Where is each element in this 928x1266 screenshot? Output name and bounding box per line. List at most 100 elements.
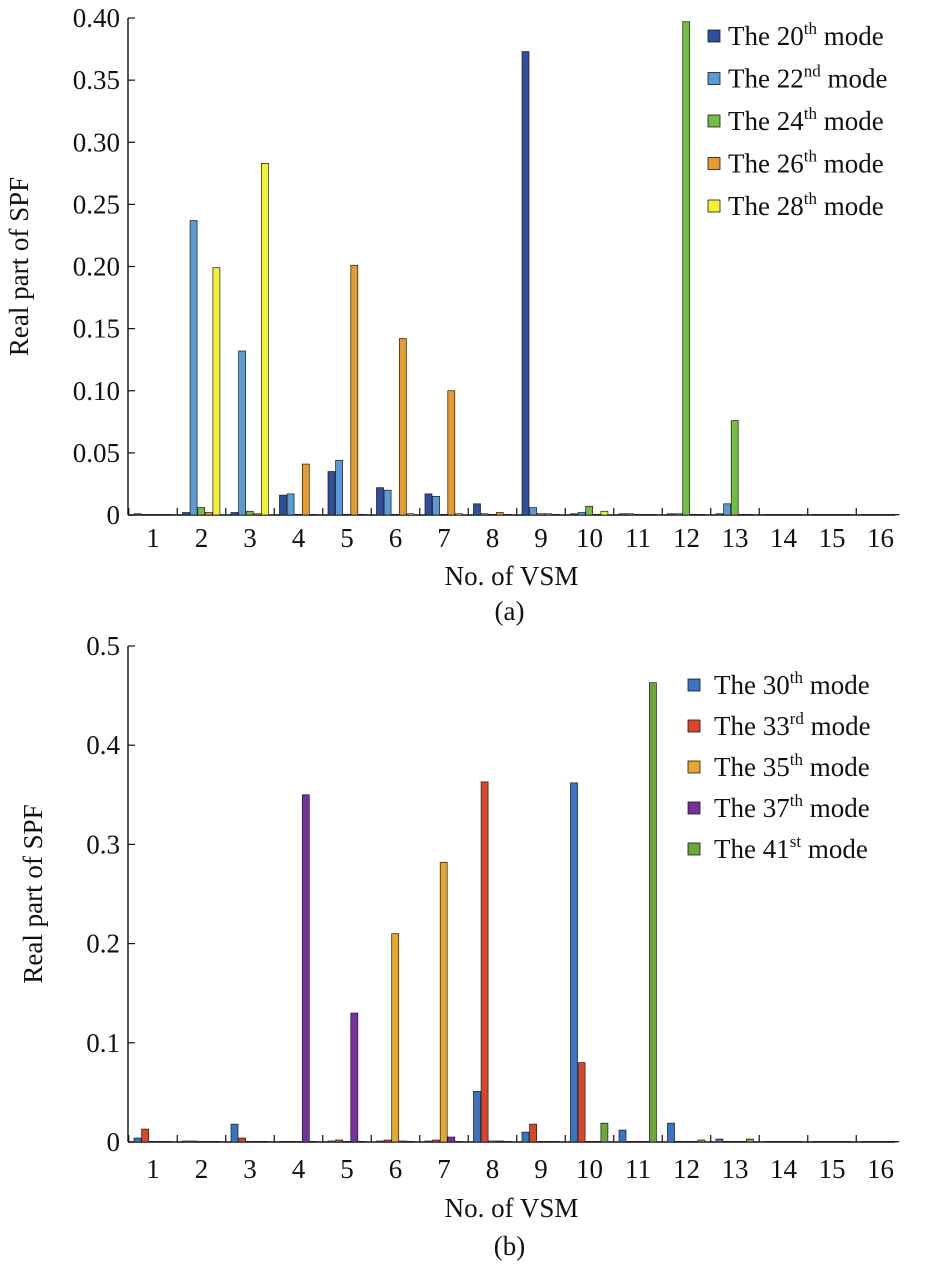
bar: [529, 1123, 537, 1143]
bar: [156, 1141, 165, 1143]
x-tick-label: 15: [819, 523, 846, 553]
x-axis-title: No. of VSM: [445, 1193, 579, 1223]
bar: [133, 513, 142, 516]
bar: [473, 503, 481, 516]
y-tick-label: 0.5: [86, 631, 120, 661]
bar: [495, 1140, 504, 1143]
bar: [439, 861, 448, 1143]
x-tick-label: 9: [534, 1154, 548, 1184]
bar: [577, 512, 586, 516]
y-tick-label: 0.15: [73, 314, 120, 344]
x-tick-label: 8: [486, 1154, 500, 1184]
bar: [358, 514, 366, 516]
bar: [891, 514, 900, 516]
bar: [812, 1141, 821, 1143]
legend-swatch: [707, 157, 721, 170]
y-tick-label: 0.3: [86, 829, 120, 859]
bar: [495, 512, 504, 516]
x-tick-label: 6: [389, 1154, 403, 1184]
bar: [730, 420, 739, 516]
bar: [327, 471, 336, 516]
x-tick-label: 2: [195, 1154, 209, 1184]
bar: [820, 1141, 828, 1143]
bar: [424, 493, 433, 516]
bar: [383, 1139, 392, 1143]
x-tick-label: 4: [292, 1154, 306, 1184]
bar: [689, 1141, 698, 1143]
x-tick-label: 3: [243, 1154, 257, 1184]
bar: [738, 514, 747, 516]
bar: [682, 21, 691, 516]
bar: [861, 1141, 869, 1143]
figure-caption: (b): [494, 1231, 525, 1261]
bar: [391, 933, 400, 1143]
bar: [327, 1140, 336, 1143]
bar: [723, 1141, 731, 1143]
x-tick-label: 5: [340, 523, 354, 553]
x-tick-label: 9: [534, 523, 548, 553]
bar: [253, 513, 262, 516]
bar: [455, 513, 463, 516]
bar: [626, 513, 634, 516]
legend-swatch: [687, 801, 701, 815]
bar: [843, 514, 851, 516]
legend-label: The 24th mode: [728, 104, 884, 136]
bar: [164, 514, 172, 516]
y-tick-label: 0.30: [73, 127, 120, 157]
bar: [764, 1141, 772, 1143]
bar: [156, 514, 165, 516]
bar: [577, 1062, 586, 1143]
bar: [529, 507, 537, 516]
y-tick-label: 0.05: [73, 438, 120, 468]
bar: [294, 514, 303, 516]
bar: [552, 1141, 560, 1143]
x-tick-label: 16: [867, 523, 894, 553]
bar: [794, 1141, 803, 1143]
bar: [197, 1141, 206, 1143]
x-tick-label: 11: [625, 523, 651, 553]
bar: [350, 264, 359, 516]
bar: [261, 1141, 269, 1143]
bar: [480, 781, 489, 1143]
bar: [697, 514, 706, 516]
bar: [294, 1141, 303, 1143]
bar: [843, 1141, 851, 1143]
y-tick-label: 0: [107, 1127, 121, 1157]
bar: [286, 493, 295, 516]
x-tick-label: 10: [576, 1154, 603, 1184]
bar: [148, 1141, 157, 1143]
legend-label: The 33rd mode: [714, 709, 871, 741]
bar: [383, 489, 392, 516]
legend-swatch: [687, 842, 701, 856]
bar: [521, 1131, 530, 1143]
legend-swatch: [707, 29, 721, 43]
bar: [164, 1141, 172, 1143]
legend-swatch: [687, 678, 701, 692]
bar: [447, 1136, 456, 1143]
legend-swatch: [707, 199, 721, 213]
bar: [835, 1141, 844, 1143]
legend-label: The 30th mode: [714, 668, 870, 700]
bar: [406, 513, 415, 516]
bar: [473, 1091, 481, 1143]
bar: [682, 1141, 691, 1143]
legend: The 30th mode The 33rd mode The 35th mode T…: [687, 668, 871, 864]
bar: [376, 487, 384, 516]
bar: [212, 267, 221, 516]
bar: [189, 1140, 198, 1143]
bar: [570, 782, 578, 1143]
bar: [279, 494, 287, 516]
bar: [279, 1141, 287, 1143]
bar: [786, 1141, 795, 1143]
bar: [786, 514, 795, 516]
bar: [861, 514, 869, 516]
bar: [432, 496, 440, 516]
bar: [667, 1122, 675, 1143]
legend-swatch: [687, 760, 701, 774]
bar: [350, 1012, 359, 1143]
bar: [261, 163, 269, 516]
bar: [238, 1137, 246, 1143]
chart-a: 00.050.100.150.200.250.300.350.401 2 3 4 5 6 7…: [4, 3, 900, 626]
x-tick-label: 7: [437, 523, 451, 553]
